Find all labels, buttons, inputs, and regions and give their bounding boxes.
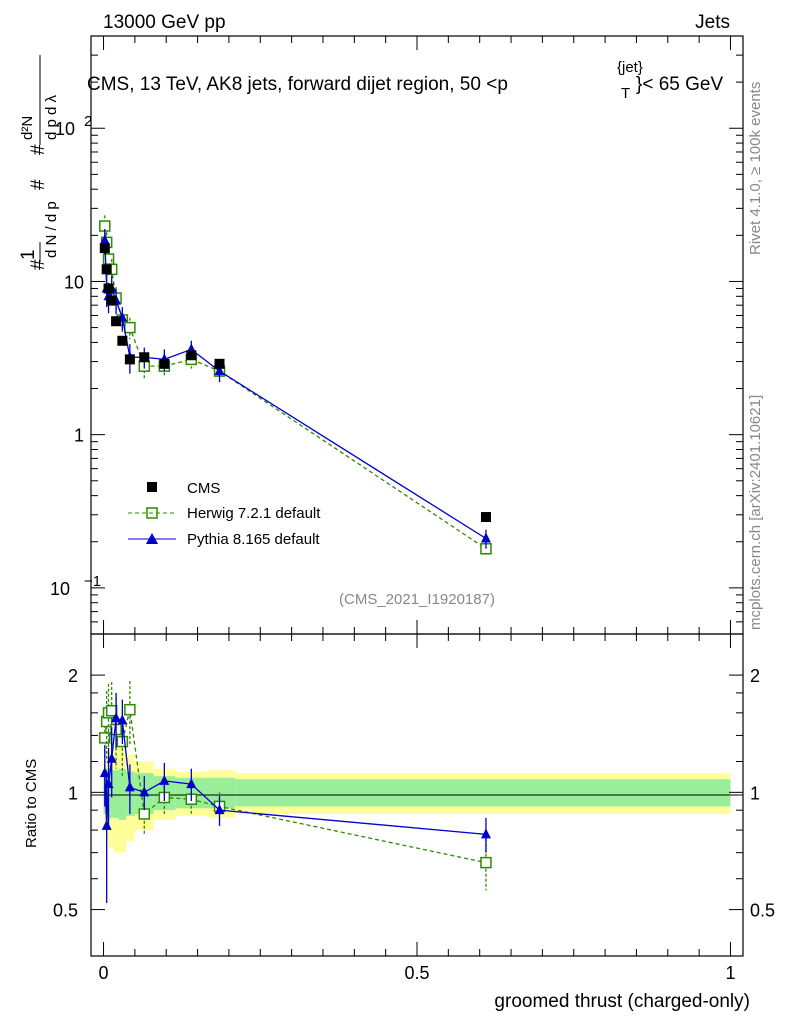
ratio-y-tick-label: 0.5 bbox=[53, 901, 78, 921]
x-tick-label: 0.5 bbox=[404, 963, 429, 983]
legend-herwig-label: Herwig 7.2.1 default bbox=[187, 505, 321, 522]
pythia-line bbox=[104, 240, 487, 540]
pythia-ratio-point bbox=[139, 786, 150, 797]
cms-point bbox=[99, 243, 110, 254]
legend: CMS Herwig 7.2.1 default Pythia 8.165 de… bbox=[128, 480, 321, 548]
x-axis-label: groomed thrust (charged-only) bbox=[494, 991, 750, 1012]
pythia-ratio-point bbox=[117, 714, 128, 725]
svg-text:#: # bbox=[28, 144, 49, 155]
cms-point bbox=[111, 316, 122, 327]
ratio-y-tick-label: 2 bbox=[68, 666, 78, 686]
x-tick-label: 0 bbox=[99, 963, 109, 983]
svg-text:d N / d p: d N / d p bbox=[43, 201, 60, 258]
band-inner bbox=[118, 768, 127, 820]
svg-text:#: # bbox=[28, 259, 49, 270]
herwig-point bbox=[124, 321, 136, 334]
cms-point bbox=[101, 264, 112, 275]
cms-point bbox=[159, 358, 170, 369]
category-label: Jets bbox=[695, 12, 730, 33]
rivet-label: Rivet 4.1.0, ≥ 100k events bbox=[747, 82, 764, 255]
svg-text:#: # bbox=[28, 179, 49, 190]
y-tick-label: 10 bbox=[64, 272, 84, 292]
svg-text:1: 1 bbox=[18, 249, 39, 260]
energy-label: 13000 GeV pp bbox=[103, 12, 226, 33]
cms-point bbox=[139, 352, 150, 363]
pythia-ratio-point bbox=[111, 712, 122, 723]
plot-title: CMS, 13 TeV, AK8 jets, forward dijet reg… bbox=[87, 74, 508, 95]
pythia-ratio-point bbox=[186, 778, 197, 789]
axis-ticks: 10 −1 1 10 10 2 0.5 0.5 1 1 2 2 0 0.5 1 bbox=[50, 35, 775, 983]
legend-cms-marker bbox=[147, 482, 157, 492]
cms-point bbox=[117, 335, 128, 346]
pythia-ratio-point bbox=[480, 828, 491, 839]
band-inner bbox=[235, 779, 731, 807]
cms-point bbox=[214, 358, 225, 369]
y-tick-label: 10 bbox=[55, 119, 75, 139]
band-inner bbox=[113, 770, 119, 818]
pythia-point bbox=[99, 234, 110, 245]
y-tick-label: 10 bbox=[50, 579, 70, 599]
y-axis-label-ratio: Ratio to CMS bbox=[23, 759, 40, 848]
pythia-point bbox=[480, 532, 491, 543]
cms-point bbox=[186, 350, 197, 361]
herwig-ratio-point bbox=[124, 703, 136, 716]
legend-pythia-marker bbox=[146, 533, 158, 544]
legend-herwig-marker bbox=[146, 507, 158, 519]
data-series bbox=[99, 215, 492, 903]
pythia-point bbox=[214, 365, 225, 376]
legend-pythia-label: Pythia 8.165 default bbox=[187, 531, 320, 548]
y-axis-label-main: # 1 d N / d p # # d²N d p d λ bbox=[18, 55, 60, 270]
ratio-y-tick-label-right: 1 bbox=[750, 783, 760, 803]
pythia-ratio-point bbox=[106, 752, 117, 763]
plot-title-sup: {jet} bbox=[617, 59, 643, 76]
cms-point bbox=[103, 283, 114, 294]
svg-text:d p d λ: d p d λ bbox=[43, 94, 60, 140]
plot-title-end: }< 65 GeV bbox=[636, 74, 723, 95]
y-tick-label-exponent: 2 bbox=[84, 113, 92, 130]
pythia-ratio-point bbox=[159, 774, 170, 785]
cms-point bbox=[106, 295, 117, 306]
cms-point bbox=[480, 512, 491, 523]
herwig-line bbox=[104, 225, 487, 550]
x-tick-label: 1 bbox=[725, 963, 735, 983]
y-tick-label: 1 bbox=[74, 426, 84, 446]
ratio-y-tick-label: 1 bbox=[68, 783, 78, 803]
pythia-ratio-point bbox=[124, 781, 135, 792]
pythia-ratio-point bbox=[214, 804, 225, 815]
herwig-ratio-point bbox=[99, 732, 111, 744]
analysis-id: (CMS_2021_I1920187) bbox=[339, 591, 495, 608]
y-tick-label-exponent: −1 bbox=[84, 573, 101, 590]
cms-point bbox=[124, 354, 135, 365]
plot-title-sub: T bbox=[621, 85, 630, 102]
svg-text:d²N: d²N bbox=[19, 116, 36, 140]
herwig-ratio-point bbox=[138, 808, 151, 820]
herwig-ratio-point bbox=[480, 856, 492, 869]
ratio-y-tick-label-right: 2 bbox=[750, 666, 760, 686]
legend-cms-label: CMS bbox=[187, 480, 220, 497]
mcplots-label: mcplots.cern.ch [arXiv:2401.10621] bbox=[747, 395, 764, 630]
ratio-y-tick-label-right: 0.5 bbox=[750, 901, 775, 921]
